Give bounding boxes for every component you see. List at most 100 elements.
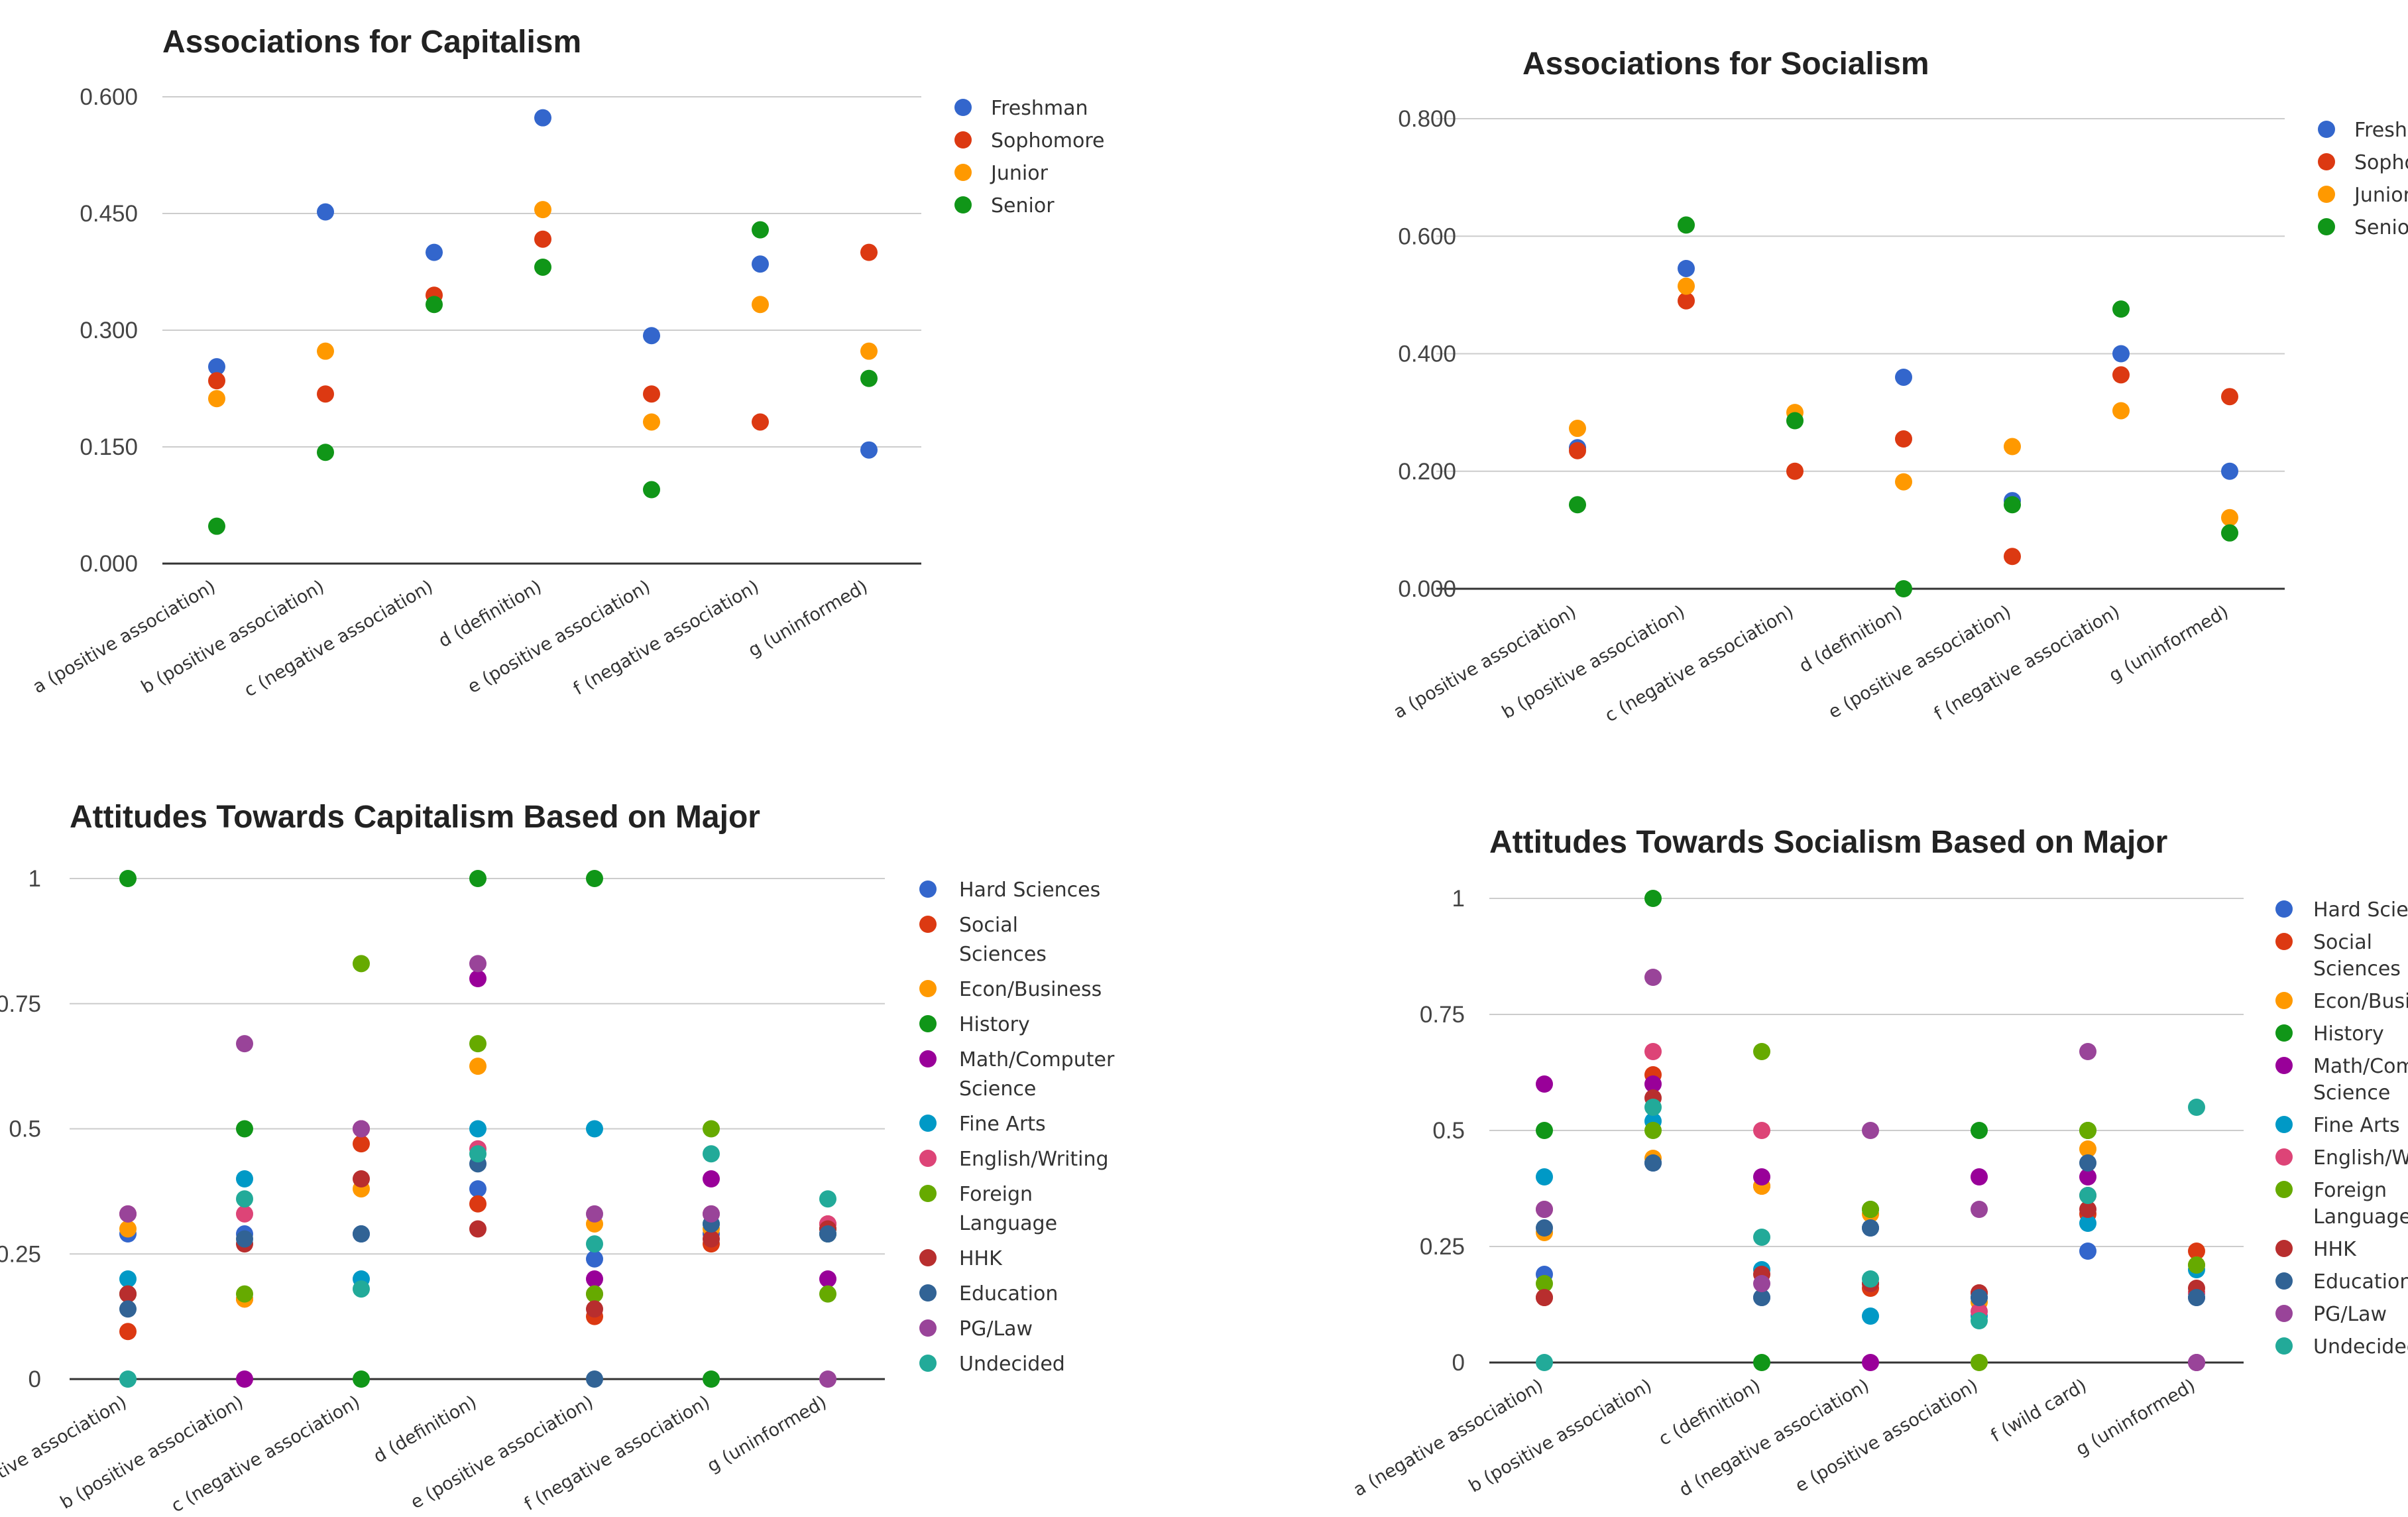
legend-label-pg-law: PG/Law: [959, 1317, 1033, 1341]
data-point-senior: [643, 481, 660, 499]
data-point-sophomore: [534, 230, 551, 248]
data-point-history: [469, 870, 487, 887]
legend-swatch-senior: [954, 196, 972, 213]
data-point-foreign-language: [236, 1285, 253, 1303]
x-tick-label: b (positive association): [57, 1392, 247, 1513]
data-point-junior: [752, 296, 769, 314]
x-tick-label: a (positive association): [1390, 601, 1579, 723]
x-tick-label: g (uninformed): [2073, 1375, 2199, 1460]
data-point-undecided: [1753, 1229, 1770, 1246]
legend-label-english-writing: English/Writing: [2313, 1146, 2408, 1170]
data-point-hhk: [119, 1285, 137, 1303]
data-point-pg-law: [586, 1205, 603, 1223]
data-point-fine-arts: [1862, 1307, 1879, 1325]
legend-swatch-math-computer-science: [919, 1050, 937, 1067]
x-tick-label: e (positive association): [1792, 1375, 1981, 1496]
data-point-junior: [317, 342, 334, 360]
legend-swatch-social-sciences: [919, 916, 937, 933]
legend-swatch-fine-arts: [919, 1115, 937, 1132]
y-tick-label: 0.800: [1398, 106, 1456, 132]
x-tick-label: d (definition): [1796, 601, 1906, 677]
data-point-sophomore: [2004, 548, 2021, 566]
associations-for-capitalism-chart: Associations for Capitalism 0.000 0.150 0.3…: [29, 25, 1104, 701]
legend-swatch-hard-sciences: [2275, 900, 2293, 918]
chart-title: Associations for Capitalism: [162, 25, 581, 60]
data-point-junior: [2112, 402, 2130, 420]
data-point-senior: [317, 444, 334, 461]
data-point-junior: [1569, 420, 1586, 438]
data-point-pg-law: [469, 955, 487, 973]
data-point-freshman: [2112, 345, 2130, 363]
legend-label-history: History: [2313, 1022, 2384, 1046]
data-point-social-sciences: [469, 1195, 487, 1213]
y-tick-label: 0.5: [9, 1117, 41, 1142]
data-point-education: [2188, 1289, 2205, 1306]
data-point-history: [703, 1370, 720, 1388]
data-point-english-writing: [236, 1205, 253, 1223]
y-tick-label: 0.400: [1398, 341, 1456, 367]
data-point-senior: [2004, 496, 2021, 514]
data-point-freshman: [1678, 259, 1695, 277]
data-point-undecided: [119, 1370, 137, 1388]
legend-label-fine-arts: Fine Arts: [959, 1113, 1046, 1136]
data-point-history: [1644, 890, 1662, 907]
data-point-fine-arts: [2079, 1215, 2096, 1232]
data-point-fine-arts: [1536, 1168, 1553, 1185]
data-point-foreign-language: [1971, 1354, 1988, 1371]
x-tick-label: d (definition): [435, 576, 545, 652]
data-point-math-computer-science: [1644, 1075, 1662, 1093]
chart-title: Associations for Socialism: [1522, 46, 1929, 82]
data-point-foreign-language: [703, 1120, 720, 1138]
attitudes-towards-socialism-based-on-major-chart: Attitudes Towards Socialism Based on Maj…: [1350, 825, 2408, 1501]
data-point-freshman: [1895, 368, 1912, 386]
data-point-pg-law: [819, 1370, 836, 1388]
data-point-freshman: [317, 203, 334, 221]
legend-label-fine-arts: Fine Arts: [2313, 1114, 2400, 1137]
legend-label-senior: Senior: [991, 194, 1055, 217]
data-point-senior: [2112, 300, 2130, 318]
data-point-social-sciences: [119, 1323, 137, 1341]
data-point-foreign-language: [1536, 1275, 1553, 1292]
data-point-hhk: [469, 1220, 487, 1238]
data-point-foreign-language: [1862, 1201, 1879, 1218]
legend-label-foreign-language: Foreign Language: [2313, 1179, 2408, 1229]
data-point-freshman: [426, 243, 443, 261]
data-point-sophomore: [1569, 442, 1586, 459]
legend-label-education: Education: [959, 1282, 1058, 1305]
x-tick-label: f (negative association): [570, 576, 763, 699]
legend-label-junior: Junior: [2353, 184, 2408, 207]
data-point-undecided: [2079, 1187, 2096, 1204]
legend-swatch-econ-business: [919, 980, 937, 997]
data-point-history: [586, 870, 603, 887]
data-point-hard-sciences: [469, 1180, 487, 1198]
data-point-freshman: [643, 327, 660, 345]
data-point-education: [119, 1300, 137, 1318]
data-point-senior: [426, 296, 443, 314]
x-tick-label: f (negative association): [521, 1392, 714, 1515]
legend-label-english-writing: English/Writing: [959, 1148, 1109, 1171]
data-point-social-sciences: [2188, 1243, 2205, 1260]
data-point-education: [1644, 1154, 1662, 1172]
legend-swatch-foreign-language: [919, 1185, 937, 1202]
data-point-foreign-language: [2188, 1256, 2205, 1274]
legend-swatch-junior: [2318, 186, 2335, 203]
data-point-junior: [1895, 473, 1912, 491]
data-point-undecided: [2188, 1099, 2205, 1116]
data-point-math-computer-science: [236, 1370, 253, 1388]
data-point-senior: [1678, 216, 1695, 234]
x-tick-label: g (uninformed): [704, 1392, 831, 1477]
data-point-undecided: [703, 1145, 720, 1163]
data-point-sophomore: [1786, 462, 1804, 480]
legend-label-undecided: Undecided: [959, 1353, 1065, 1376]
y-tick-label: 0.000: [1398, 576, 1456, 602]
legend-label-undecided: Undecided: [2313, 1335, 2408, 1359]
legend-swatch-sophomore: [2318, 153, 2335, 170]
data-point-econ-business: [469, 1058, 487, 1075]
data-point-education: [819, 1225, 836, 1243]
x-tick-label: a (negative association): [1350, 1375, 1547, 1500]
data-point-sophomore: [860, 243, 878, 261]
data-point-freshman: [860, 441, 878, 459]
data-point-education: [1971, 1289, 1988, 1306]
legend-label-junior: Junior: [990, 162, 1049, 185]
